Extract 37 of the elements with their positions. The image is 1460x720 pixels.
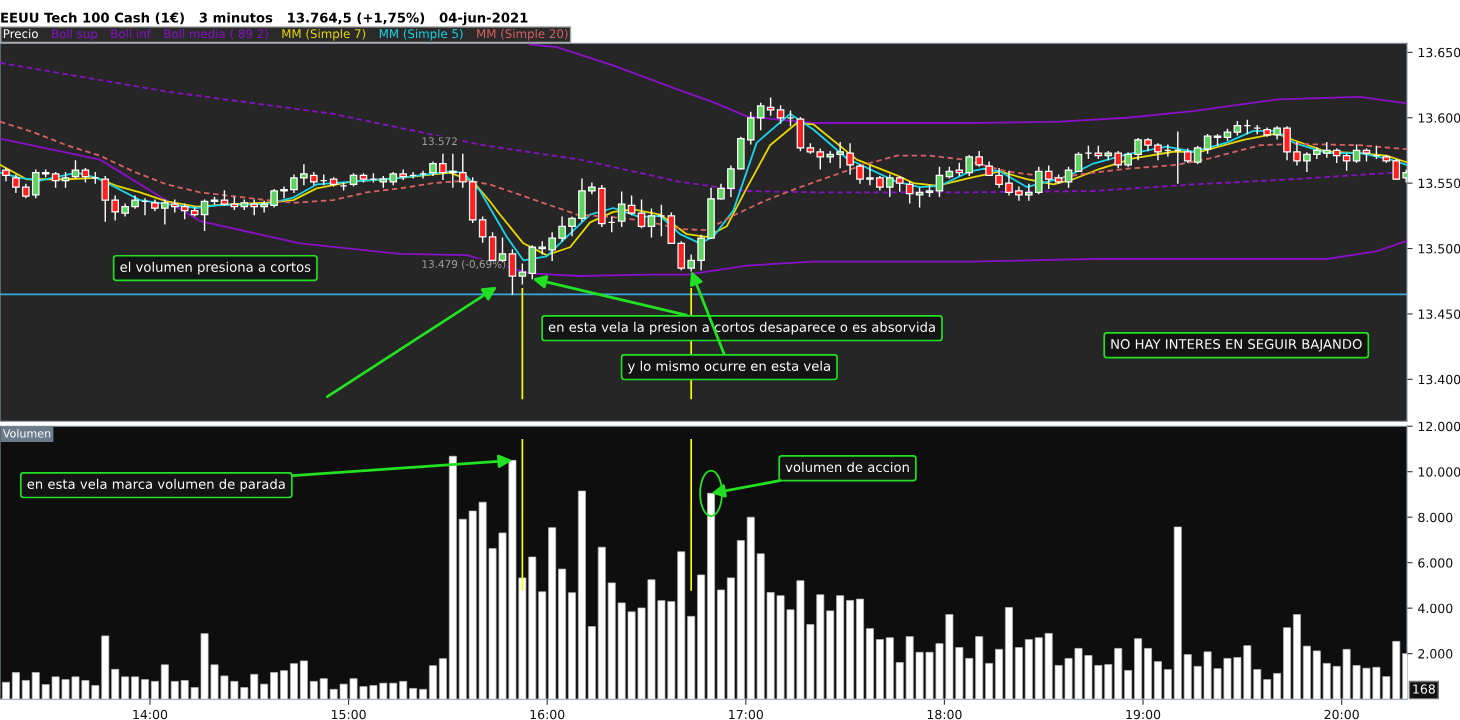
text: Boll sup bbox=[52, 29, 98, 41]
y-tick-label: 6.000 bbox=[1418, 558, 1453, 568]
x-tick-label: 19:00 bbox=[1126, 709, 1161, 720]
x-tick-label: 15:00 bbox=[331, 709, 366, 720]
annotation: en esta vela la presion a cortos desaparece o es absorvida bbox=[548, 321, 935, 335]
x-tick-label: 14:00 bbox=[133, 709, 168, 720]
x-tick-label: 18:00 bbox=[927, 709, 962, 720]
y-tick-label: 13.400 bbox=[1418, 374, 1460, 385]
annotation: el volumen presiona a cortos bbox=[120, 261, 311, 275]
x-tick-label: 20:00 bbox=[1324, 709, 1359, 720]
chart-title: EEUU Tech 100 Cash (1€) 3 minutos 13.764,5 (+1,75%) 04-jun-2021 bbox=[1, 12, 528, 26]
y-tick-label: 10.000 bbox=[1418, 467, 1460, 477]
annotation: volumen de accion bbox=[785, 461, 909, 473]
text: 168 bbox=[1413, 684, 1435, 694]
y-tick-label: 2.000 bbox=[1418, 649, 1453, 659]
annotation: 13.572 bbox=[422, 137, 457, 146]
chart-title: Volumen bbox=[2, 428, 51, 438]
x-tick-label: 17:00 bbox=[729, 709, 763, 720]
y-tick-label: 8.000 bbox=[1418, 512, 1453, 523]
text: Boll inf bbox=[111, 29, 152, 39]
text: MM (Simple 7) bbox=[282, 29, 366, 41]
y-tick-label: 13.600 bbox=[1418, 113, 1460, 123]
y-tick-label: 13.450 bbox=[1418, 309, 1460, 319]
text: Precio bbox=[3, 29, 38, 39]
y-tick-label: 13.550 bbox=[1418, 178, 1460, 189]
y-tick-label: 13.500 bbox=[1418, 244, 1460, 254]
y-tick-label: 4.000 bbox=[1418, 603, 1453, 614]
y-tick-label: 12.000 bbox=[1418, 421, 1460, 432]
text: Boll media ( 89 2) bbox=[164, 29, 268, 40]
annotation: 13.479 (-0,69%) bbox=[422, 259, 506, 270]
text: MM (Simple 20) bbox=[477, 29, 568, 41]
x-tick-label: 16:00 bbox=[530, 709, 565, 720]
y-tick-label: 13.650 bbox=[1418, 47, 1460, 58]
annotation: en esta vela marca volumen de parada bbox=[27, 478, 285, 492]
text: MM (Simple 5) bbox=[379, 29, 463, 41]
annotation: y lo mismo ocurre en esta vela bbox=[627, 360, 830, 374]
annotation: NO HAY INTERES EN SEGUIR BAJANDO bbox=[1111, 339, 1362, 352]
